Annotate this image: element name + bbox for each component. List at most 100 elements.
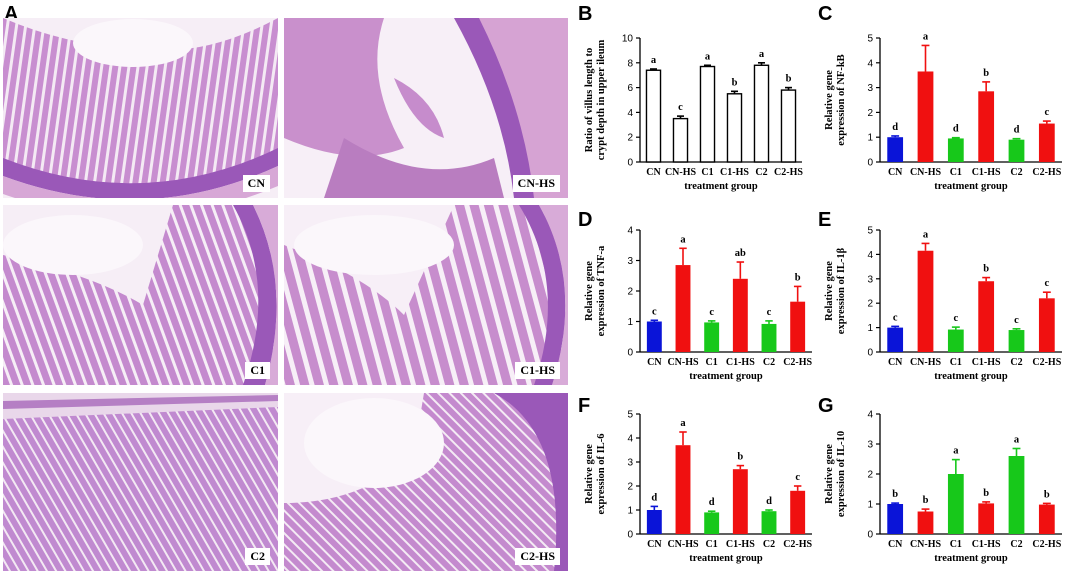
significance-letter: c xyxy=(652,306,657,317)
y-tick-label: 4 xyxy=(627,108,633,119)
x-tick-label: C2-HS xyxy=(783,357,812,368)
bar xyxy=(732,278,748,352)
y-axis-label: expression of IL-10 xyxy=(836,431,847,517)
chart-svg: 0 1 2 3 4 5 Relative gene expression of NF-kB d C… xyxy=(824,31,1062,192)
significance-letter: b xyxy=(983,488,989,499)
histology-image xyxy=(284,205,568,385)
y-tick-label: 1 xyxy=(867,500,873,511)
x-tick-label: C2-HS xyxy=(1032,539,1061,550)
bar xyxy=(646,321,662,352)
bar xyxy=(1008,139,1025,162)
bar xyxy=(704,322,720,352)
significance-letter: a xyxy=(651,55,657,66)
histology-image xyxy=(3,18,278,198)
chart-panel-c: 0 1 2 3 4 5 Relative gene expression of NF-kB d C… xyxy=(818,26,1068,200)
chart-panel-f: 0 1 2 3 4 5 Relative gene expression of IL-6 d CN… xyxy=(578,402,818,572)
y-tick-label: 0 xyxy=(627,530,633,541)
tile-label: C1-HS xyxy=(515,361,560,379)
bar xyxy=(887,327,904,352)
y-tick-label: 10 xyxy=(622,34,634,45)
y-tick-label: 5 xyxy=(627,410,633,421)
x-tick-label: CN-HS xyxy=(667,357,699,368)
significance-letter: c xyxy=(1044,107,1049,118)
x-tick-label: C1-HS xyxy=(972,167,1001,178)
bar xyxy=(753,64,770,163)
bar xyxy=(1038,298,1055,352)
y-tick-label: 4 xyxy=(627,226,633,237)
bar xyxy=(761,323,777,352)
x-tick-label: C2 xyxy=(755,167,767,178)
x-tick-label: C1-HS xyxy=(726,539,755,550)
x-tick-label: C1 xyxy=(950,357,962,368)
bar xyxy=(917,71,934,162)
x-tick-label: C2 xyxy=(763,357,775,368)
bar xyxy=(675,445,691,534)
bar xyxy=(675,265,691,352)
x-tick-label: C2-HS xyxy=(774,167,803,178)
y-axis-label: expression of IL-1β xyxy=(836,247,847,334)
significance-letter: d xyxy=(892,122,898,133)
x-tick-label: C2-HS xyxy=(1032,357,1061,368)
x-tick-label: C1-HS xyxy=(972,539,1001,550)
tile-label: CN-HS xyxy=(512,174,560,192)
tile-label: C2 xyxy=(245,547,270,565)
significance-letter: b xyxy=(983,68,989,79)
y-axis-label: Relative gene xyxy=(584,261,595,321)
bar xyxy=(672,117,689,163)
x-tick-label: C1 xyxy=(950,167,962,178)
significance-letter: a xyxy=(759,49,765,60)
x-tick-label: C1-HS xyxy=(726,357,755,368)
significance-letter: b xyxy=(732,77,738,88)
y-tick-label: 3 xyxy=(867,83,873,94)
x-tick-label: C2 xyxy=(763,539,775,550)
chart-svg: 0 1 2 3 4 Relative gene expression of IL-10 b CN… xyxy=(824,410,1062,564)
significance-letter: b xyxy=(795,272,801,283)
y-axis-label: Relative gene xyxy=(584,444,595,504)
x-tick-label: CN xyxy=(888,167,903,178)
chart-panel-g: 0 1 2 3 4 Relative gene expression of IL-10 b CN… xyxy=(818,402,1068,572)
y-axis-label: expression of TNF-a xyxy=(596,245,607,336)
y-tick-label: 6 xyxy=(627,83,633,94)
y-axis-label: Relative gene xyxy=(824,261,835,321)
x-tick-label: C1 xyxy=(701,167,713,178)
y-tick-label: 1 xyxy=(627,506,633,517)
bar xyxy=(1008,330,1025,352)
chart-panel-b: 0 2 4 6 8 10 Ratio of villus length to crypt de… xyxy=(578,26,808,200)
bar xyxy=(645,69,662,163)
bar xyxy=(790,490,806,534)
x-tick-label: C2 xyxy=(1010,167,1022,178)
panel-letter-g: G xyxy=(818,395,834,417)
tile-label: CN xyxy=(242,174,270,192)
y-tick-label: 8 xyxy=(627,58,633,69)
x-tick-label: C1 xyxy=(706,357,718,368)
bar xyxy=(704,512,720,534)
y-tick-label: 3 xyxy=(627,458,633,469)
bar xyxy=(978,91,995,162)
y-tick-label: 2 xyxy=(627,287,633,298)
significance-letter: a xyxy=(923,31,929,42)
bar xyxy=(917,250,934,352)
x-tick-label: CN xyxy=(888,357,903,368)
bar xyxy=(887,504,904,534)
significance-letter: b xyxy=(983,264,989,275)
x-tick-label: CN-HS xyxy=(910,357,942,368)
panel-letter-e: E xyxy=(818,209,832,231)
bar xyxy=(978,281,995,352)
y-tick-label: 2 xyxy=(867,299,873,310)
significance-letter: b xyxy=(923,495,929,506)
chart-svg: 0 1 2 3 4 5 Relative gene expression of IL-1β c C… xyxy=(824,226,1062,382)
panel-letter-f: F xyxy=(578,395,591,417)
y-tick-label: 0 xyxy=(627,348,633,359)
significance-letter: c xyxy=(1014,315,1019,326)
x-axis-label: treatment group xyxy=(689,371,763,382)
panel-letter-c: C xyxy=(818,3,833,25)
significance-letter: c xyxy=(795,472,800,483)
bar xyxy=(887,137,904,162)
x-tick-label: CN xyxy=(647,357,662,368)
bar xyxy=(780,89,797,163)
significance-letter: b xyxy=(892,489,898,500)
x-tick-label: CN xyxy=(888,539,903,550)
y-axis-label: Relative gene xyxy=(824,70,835,130)
chart-panel-e: 0 1 2 3 4 5 Relative gene expression of IL-1β c C… xyxy=(818,218,1068,390)
x-axis-label: treatment group xyxy=(684,181,758,192)
